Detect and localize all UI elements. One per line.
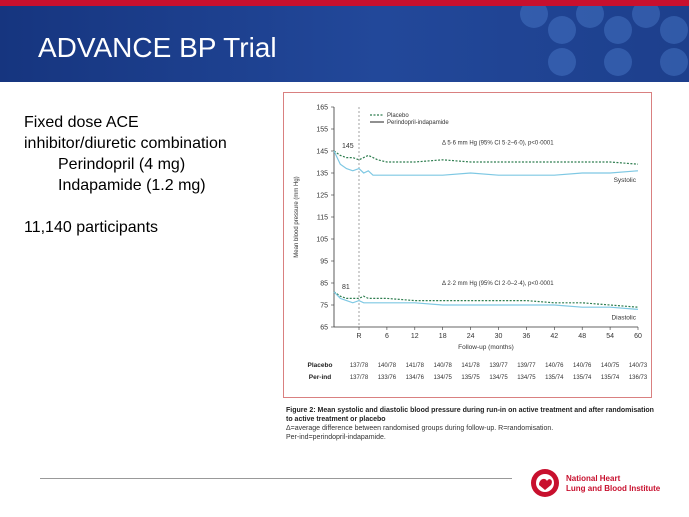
x-tick-label: 30 <box>495 333 503 340</box>
diastolic-difference-annotation: Δ 2·2 mm Hg (95% CI 2·0–2·4), p<0·0001 <box>442 281 554 287</box>
caption-title: Figure 2: Mean systolic and diastolic bl… <box>286 407 654 423</box>
series-line-systolic-perind <box>333 150 639 176</box>
table-cell: 141/78 <box>406 363 425 369</box>
bullet-line: Perindopril (4 mg) <box>58 156 186 173</box>
bp-chart: 65 75 85 95 105 115 125 135 145 155 165 R 6 12 18 24 30 3… <box>294 105 648 382</box>
y-tick-label: 155 <box>316 127 328 134</box>
slide-body: Fixed dose ACE inhibitor/diuretic combin… <box>24 112 227 238</box>
y-tick-label: 75 <box>320 303 328 310</box>
table-cell: 139/77 <box>517 363 536 369</box>
y-tick-label: 145 <box>316 149 328 156</box>
bullet-line: Fixed dose ACE <box>24 114 139 131</box>
x-tick-label: 54 <box>606 333 614 340</box>
x-axis-label: Follow-up (months) <box>458 344 514 351</box>
x-tick-label: 48 <box>578 333 586 340</box>
y-tick-label: 115 <box>317 215 328 222</box>
y-tick-label: 135 <box>316 171 328 178</box>
legend-perind-label: Perindopril-indapamide <box>387 120 449 126</box>
table-cell: 140/78 <box>434 363 453 369</box>
figure-caption: Figure 2: Mean systolic and diastolic bl… <box>286 406 656 442</box>
y-tick-label: 125 <box>316 193 328 200</box>
table-cell: 137/78 <box>350 363 369 369</box>
table-cell: 139/77 <box>489 363 508 369</box>
y-tick-label: 95 <box>320 259 328 266</box>
x-tick-label: 36 <box>523 333 531 340</box>
table-row-label: Placebo <box>308 362 333 369</box>
table-cell: 134/76 <box>406 375 425 381</box>
x-tick-label: 60 <box>634 333 642 340</box>
systolic-difference-annotation: Δ 5·6 mm Hg (95% CI 5·2–6·0), p<0·0001 <box>442 140 554 146</box>
y-tick-label: 65 <box>320 325 328 332</box>
bullet-line: Indapamide (1.2 mg) <box>58 177 206 194</box>
series-line-systolic-placebo <box>333 150 639 165</box>
y-tick-label: 165 <box>316 105 328 112</box>
slide-title: ADVANCE BP Trial <box>38 32 277 63</box>
table-cell: 137/78 <box>350 375 369 381</box>
table-cell: 141/78 <box>461 363 480 369</box>
table-cell: 134/75 <box>517 375 536 381</box>
table-row-label: Per-ind <box>309 374 331 381</box>
top-red-bar <box>0 0 689 6</box>
footer-divider <box>40 478 512 479</box>
bullet-line: 11,140 participants <box>24 219 159 236</box>
table-cell: 140/73 <box>629 363 648 369</box>
chart-figure: 65 75 85 95 105 115 125 135 145 155 165 R 6 12 18 24 30 3… <box>283 92 652 398</box>
x-tick-label: 12 <box>411 333 419 340</box>
x-tick-label: 42 <box>550 333 558 340</box>
x-tick-label: 6 <box>385 333 389 340</box>
nhlbi-logo-text: National Heart Lung and Blood Institute <box>566 474 661 493</box>
systolic-label: Systolic <box>614 177 637 184</box>
series-line-diastolic-perind <box>333 291 639 310</box>
table-cell: 136/73 <box>629 375 648 381</box>
x-tick-label: 24 <box>467 333 475 340</box>
table-cell: 140/76 <box>573 363 592 369</box>
nhlbi-logo-icon <box>531 469 559 497</box>
x-tick-label: R <box>356 333 361 340</box>
table-cell: 135/75 <box>461 375 480 381</box>
x-tick-label: 18 <box>439 333 447 340</box>
table-cell: 135/74 <box>573 375 592 381</box>
table-cell: 135/74 <box>601 375 620 381</box>
slide-header: ADVANCE BP Trial <box>0 6 689 82</box>
table-cell: 134/75 <box>489 375 508 381</box>
y-axis-label: Mean blood pressure (mm Hg) <box>294 176 300 257</box>
bullet-line: inhibitor/diuretic combination <box>24 135 227 152</box>
table-cell: 140/76 <box>545 363 564 369</box>
caption-line: Per-ind=perindopril-indapamide. <box>286 434 386 441</box>
y-tick-label: 105 <box>316 237 328 244</box>
table-cell: 140/78 <box>378 363 397 369</box>
table-cell: 135/74 <box>545 375 564 381</box>
diastolic-label: Diastolic <box>611 314 636 321</box>
start-label-diastolic: 81 <box>342 284 350 291</box>
table-cell: 133/76 <box>378 375 397 381</box>
legend-placebo-label: Placebo <box>387 113 409 119</box>
caption-line: Δ=average difference between randomised … <box>286 425 554 432</box>
table-cell: 134/75 <box>434 375 453 381</box>
y-tick-label: 85 <box>320 281 328 288</box>
table-cell: 140/75 <box>601 363 620 369</box>
start-label-systolic: 145 <box>342 143 354 150</box>
